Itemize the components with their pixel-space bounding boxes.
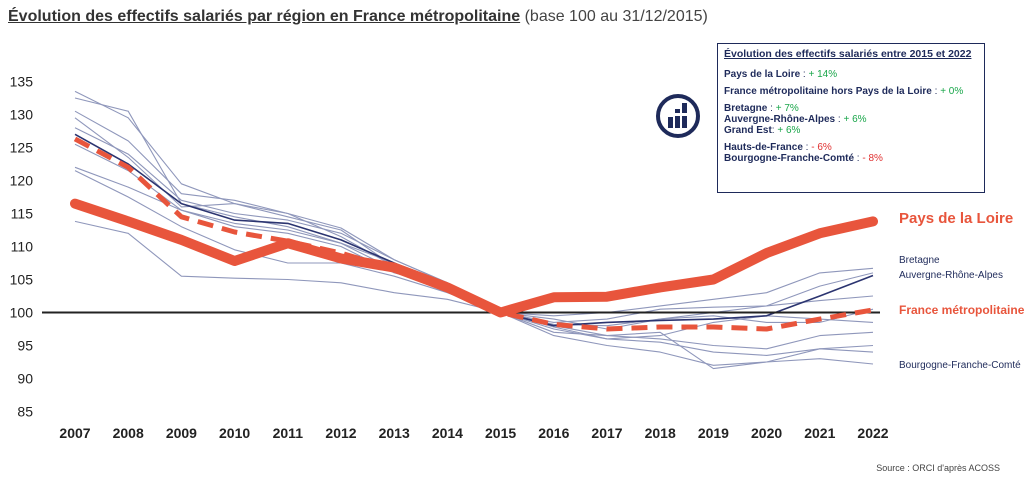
y-tick-label: 90 (17, 371, 33, 387)
y-tick-label: 85 (17, 404, 33, 420)
series-line-region (74, 220, 874, 323)
y-tick-label: 120 (10, 173, 34, 189)
x-tick-label: 2014 (432, 425, 463, 441)
info-box-item-name: Pays de la Loire (724, 69, 801, 80)
x-tick-label: 2016 (538, 425, 569, 441)
x-tick-label: 2022 (857, 425, 888, 441)
x-tick-label: 2017 (591, 425, 622, 441)
info-box-item: France métropolitaine hors Pays de la Lo… (724, 86, 964, 97)
info-box-rows: Pays de la Loire : + 14% France métropoli… (724, 69, 978, 164)
info-box-item-name: Auvergne-Rhône-Alpes (724, 114, 836, 125)
info-box: Évolution des effectifs salariés entre 2… (717, 43, 985, 193)
y-tick-label: 130 (10, 107, 34, 123)
info-box-item: Bretagne : + 7% (724, 103, 799, 114)
chart-title-main: Évolution des effectifs salariés par rég… (8, 8, 521, 25)
x-tick-label: 2019 (698, 425, 729, 441)
x-tick-label: 2011 (273, 425, 304, 441)
y-tick-label: 110 (11, 239, 34, 255)
x-tick-label: 2013 (379, 425, 410, 441)
info-box-item: Pays de la Loire : + 14% (724, 69, 838, 80)
info-box-item-value: + 14% (808, 69, 838, 80)
info-box-item-value: + 0% (940, 86, 964, 97)
info-box-item-name: Bourgogne-Franche-Comté (724, 153, 854, 164)
x-tick-label: 2020 (751, 425, 782, 441)
label-bourgogne-franche-comte: Bourgogne-Franche-Comté (899, 360, 1021, 371)
info-box-item-name: France métropolitaine hors Pays de la Lo… (724, 86, 932, 97)
label-bretagne: Bretagne (899, 255, 940, 266)
y-tick-label: 105 (10, 272, 34, 288)
chart-title-sub: (base 100 au 31/12/2015) (520, 8, 708, 25)
x-tick-label: 2009 (166, 425, 197, 441)
y-tick-label: 115 (11, 206, 34, 222)
info-box-item-name: Grand Est (724, 125, 772, 136)
x-tick-label: 2021 (804, 425, 835, 441)
info-box-item: Bourgogne-Franche-Comté : - 8% (724, 153, 883, 164)
label-pays-de-la-loire: Pays de la Loire (899, 210, 1013, 227)
info-box-item-value: - 6% (811, 142, 832, 153)
info-box-item: Auvergne-Rhône-Alpes : + 6% (724, 114, 867, 125)
source-note: Source : ORCI d'après ACOSS (876, 463, 1000, 473)
building-chart-logo-icon (655, 93, 701, 144)
x-tick-label: 2018 (645, 425, 676, 441)
x-tick-label: 2010 (219, 425, 250, 441)
label-france-metropolitaine: France métropolitaine (899, 303, 1024, 317)
info-box-item-name: Bretagne (724, 103, 768, 114)
info-box-heading: Évolution des effectifs salariés entre 2… (724, 48, 972, 60)
info-box-item-name: Hauts-de-France (724, 142, 803, 153)
info-box-item-value: + 6% (777, 125, 801, 136)
info-box-item-value: + 6% (843, 114, 867, 125)
chart-title: Évolution des effectifs salariés par rég… (8, 8, 708, 26)
info-box-item-value: + 7% (775, 103, 799, 114)
info-box-item: Grand Est: + 6% (724, 125, 801, 136)
x-tick-label: 2015 (485, 425, 516, 441)
x-tick-label: 2007 (59, 425, 90, 441)
info-box-item: Hauts-de-France : - 6% (724, 142, 832, 153)
series-line-pays-de-la-loire (70, 198, 878, 318)
y-tick-label: 95 (17, 338, 33, 354)
label-auvergne-rhone-alpes: Auvergne-Rhône-Alpes (899, 270, 1003, 281)
y-tick-label: 135 (10, 74, 34, 90)
x-tick-label: 2008 (113, 425, 144, 441)
info-box-item-value: - 8% (862, 153, 883, 164)
y-tick-label: 100 (10, 305, 34, 321)
x-tick-label: 2012 (325, 425, 356, 441)
y-tick-label: 125 (10, 140, 34, 156)
